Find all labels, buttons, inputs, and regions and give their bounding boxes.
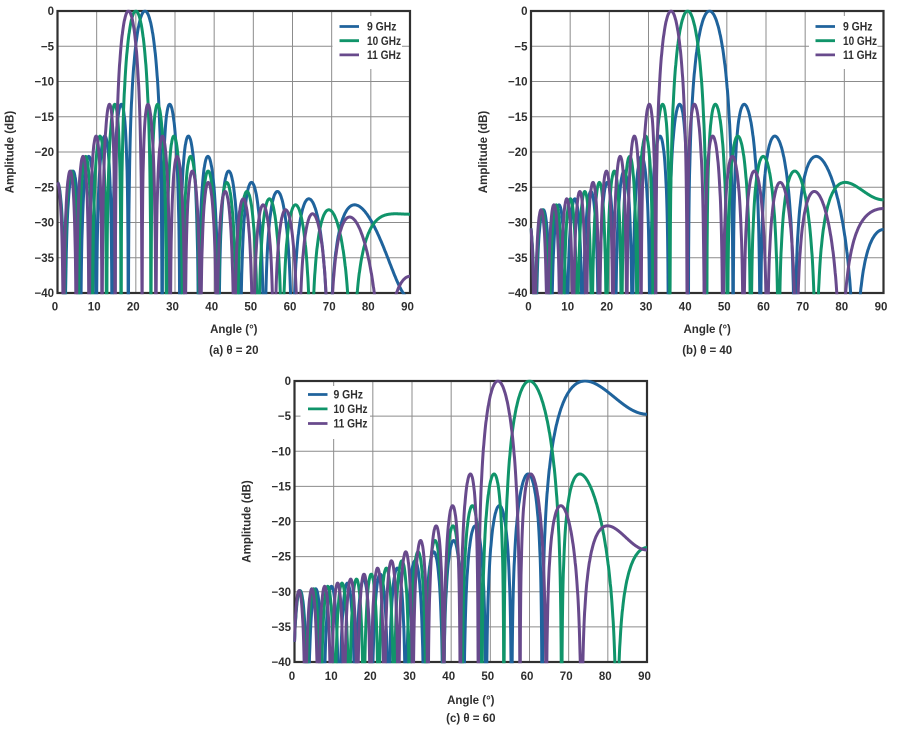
- svg-text:0: 0: [289, 671, 295, 683]
- svg-text:−15: −15: [271, 481, 291, 493]
- svg-text:80: 80: [599, 671, 612, 683]
- svg-text:−15: −15: [508, 112, 528, 124]
- svg-text:−35: −35: [271, 622, 291, 634]
- svg-text:Amplitude (dB): Amplitude (dB): [478, 111, 490, 194]
- svg-text:40: 40: [205, 302, 218, 314]
- svg-text:60: 60: [757, 302, 770, 314]
- svg-text:−35: −35: [34, 253, 54, 265]
- svg-text:0: 0: [521, 6, 527, 18]
- svg-text:Angle (°): Angle (°): [683, 324, 731, 336]
- svg-text:10 GHz: 10 GHz: [843, 36, 877, 48]
- svg-text:20: 20: [127, 302, 140, 314]
- svg-text:60: 60: [521, 671, 534, 683]
- svg-text:−20: −20: [508, 147, 528, 159]
- svg-text:(c) θ = 60: (c) θ = 60: [446, 713, 495, 725]
- svg-text:−30: −30: [34, 218, 54, 230]
- svg-text:−20: −20: [271, 517, 291, 529]
- svg-text:10 GHz: 10 GHz: [367, 36, 401, 48]
- svg-text:20: 20: [364, 671, 377, 683]
- svg-text:60: 60: [284, 302, 297, 314]
- svg-text:30: 30: [640, 302, 653, 314]
- svg-text:11 GHz: 11 GHz: [843, 50, 877, 62]
- svg-text:50: 50: [481, 671, 494, 683]
- svg-text:−20: −20: [34, 147, 54, 159]
- svg-text:50: 50: [244, 302, 257, 314]
- svg-text:−40: −40: [34, 288, 54, 300]
- svg-text:9 GHz: 9 GHz: [334, 390, 364, 402]
- svg-text:10: 10: [325, 671, 338, 683]
- svg-text:0: 0: [52, 302, 58, 314]
- svg-text:(a) θ = 20: (a) θ = 20: [209, 345, 258, 357]
- svg-text:Angle (°): Angle (°): [210, 324, 258, 336]
- svg-text:(b) θ = 40: (b) θ = 40: [682, 345, 732, 357]
- svg-text:−40: −40: [271, 657, 291, 669]
- svg-text:0: 0: [285, 376, 291, 388]
- svg-text:Angle (°): Angle (°): [447, 695, 495, 707]
- svg-text:10 GHz: 10 GHz: [334, 404, 368, 416]
- svg-text:11 GHz: 11 GHz: [367, 50, 401, 62]
- svg-text:−5: −5: [41, 41, 55, 53]
- svg-text:−5: −5: [514, 41, 528, 53]
- svg-text:0: 0: [48, 6, 54, 18]
- svg-text:40: 40: [679, 302, 692, 314]
- svg-text:−25: −25: [508, 182, 528, 194]
- svg-text:Amplitude (dB): Amplitude (dB): [242, 480, 254, 563]
- svg-text:90: 90: [401, 302, 414, 314]
- svg-text:80: 80: [362, 302, 375, 314]
- svg-text:70: 70: [560, 671, 573, 683]
- svg-text:40: 40: [442, 671, 455, 683]
- svg-text:−10: −10: [271, 446, 291, 458]
- svg-text:10: 10: [561, 302, 574, 314]
- svg-text:50: 50: [718, 302, 731, 314]
- svg-text:9 GHz: 9 GHz: [367, 22, 397, 34]
- svg-text:−25: −25: [34, 182, 54, 194]
- svg-text:Amplitude (dB): Amplitude (dB): [5, 111, 17, 194]
- svg-text:−40: −40: [508, 288, 528, 300]
- svg-text:−25: −25: [271, 552, 291, 564]
- svg-text:90: 90: [875, 302, 888, 314]
- svg-text:30: 30: [166, 302, 179, 314]
- svg-text:−30: −30: [271, 587, 291, 599]
- svg-text:80: 80: [835, 302, 848, 314]
- svg-text:−5: −5: [278, 411, 292, 423]
- svg-text:30: 30: [403, 671, 416, 683]
- svg-text:−30: −30: [508, 218, 528, 230]
- svg-text:70: 70: [796, 302, 809, 314]
- svg-text:90: 90: [638, 671, 651, 683]
- svg-text:70: 70: [323, 302, 336, 314]
- svg-text:0: 0: [525, 302, 531, 314]
- svg-text:9 GHz: 9 GHz: [843, 22, 873, 34]
- svg-text:11 GHz: 11 GHz: [334, 419, 368, 431]
- svg-text:10: 10: [88, 302, 101, 314]
- svg-text:−10: −10: [34, 77, 54, 89]
- svg-text:−15: −15: [34, 112, 54, 124]
- svg-text:20: 20: [600, 302, 613, 314]
- svg-text:−10: −10: [508, 77, 528, 89]
- svg-text:−35: −35: [508, 253, 528, 265]
